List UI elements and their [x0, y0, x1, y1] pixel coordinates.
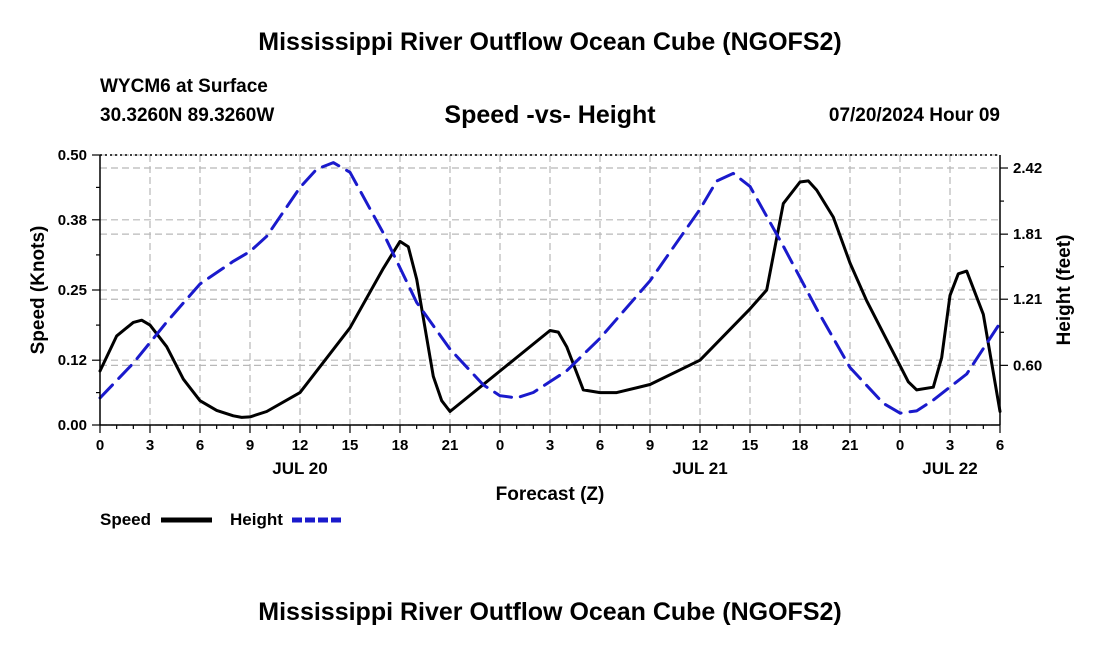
page-title: Mississippi River Outflow Ocean Cube (NG…: [258, 28, 842, 56]
y-tick-label: 0.12: [58, 352, 87, 369]
x-tick-label: 0: [896, 437, 904, 454]
date-label: JUL 20: [272, 459, 327, 478]
axis-labels: 0 3 6 9 12 15 18 21 0 3 6 9 12 15 18 21 0 3 6 JUL 20 JUL 21 J…: [28, 147, 1075, 505]
date-label: JUL 22: [922, 459, 977, 478]
x-axis-title: Forecast (Z): [496, 484, 605, 505]
x-tick-label: 18: [792, 437, 809, 454]
station-label: WYCM6 at Surface: [100, 76, 268, 97]
legend-speed-label: Speed: [100, 510, 152, 529]
legend-height-label: Height: [230, 510, 283, 529]
y2-tick-label: 1.81: [1013, 226, 1042, 243]
x-tick-label: 21: [442, 437, 459, 454]
footer-title: Mississippi River Outflow Ocean Cube (NG…: [258, 598, 842, 626]
y2-tick-label: 2.42: [1013, 160, 1042, 177]
x-tick-label: 12: [292, 437, 309, 454]
y-tick-label: 0.50: [58, 147, 87, 164]
date-label: JUL 21: [672, 459, 727, 478]
x-tick-label: 0: [96, 437, 104, 454]
axes: [92, 154, 1008, 433]
speed-series-line: [98, 179, 1002, 419]
y-tick-label: 0.38: [58, 212, 87, 229]
y2-tick-label: 1.21: [1013, 291, 1042, 308]
chart-subtitle: Speed -vs- Height: [444, 101, 656, 129]
x-tick-label: 15: [742, 437, 759, 454]
x-tick-label: 15: [342, 437, 359, 454]
x-tick-label: 9: [646, 437, 654, 454]
series-lines: [98, 161, 1002, 419]
x-tick-label: 21: [842, 437, 859, 454]
station-coordinates: 30.3260N 89.3260W: [100, 105, 275, 126]
y-axis-title: Speed (Knots): [28, 226, 49, 355]
x-tick-label: 6: [596, 437, 604, 454]
y2-tick-label: 0.60: [1013, 357, 1042, 374]
x-tick-label: 12: [692, 437, 709, 454]
x-tick-label: 18: [392, 437, 409, 454]
x-tick-label: 9: [246, 437, 254, 454]
height-series-line: [98, 161, 1002, 415]
y-tick-label: 0.00: [58, 417, 87, 434]
x-tick-label: 3: [946, 437, 954, 454]
x-tick-label: 3: [146, 437, 154, 454]
y-tick-label: 0.25: [58, 282, 87, 299]
x-tick-label: 6: [196, 437, 204, 454]
forecast-datetime: 07/20/2024 Hour 09: [828, 105, 1000, 126]
y2-axis-title: Height (feet): [1054, 235, 1075, 346]
x-tick-label: 6: [996, 437, 1004, 454]
grid: [100, 154, 1000, 426]
x-tick-label: 0: [496, 437, 504, 454]
x-tick-label: 3: [546, 437, 554, 454]
